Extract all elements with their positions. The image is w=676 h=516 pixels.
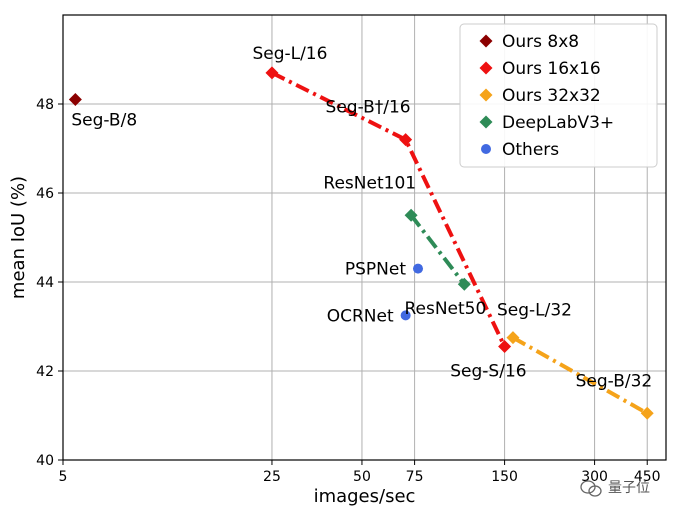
y-tick-label: 40 — [36, 453, 54, 469]
y-tick-label: 42 — [36, 364, 54, 380]
data-point — [413, 263, 424, 274]
x-tick-label: 300 — [581, 469, 608, 485]
point-label: Seg-B/32 — [576, 371, 653, 391]
x-tick-label: 50 — [353, 469, 371, 485]
x-tick-label: 5 — [59, 469, 68, 485]
point-label: Seg-S/16 — [450, 362, 526, 382]
x-tick-label: 75 — [406, 469, 424, 485]
x-tick-label: 25 — [263, 469, 281, 485]
x-axis-label: images/sec — [314, 486, 416, 507]
legend-marker — [479, 88, 493, 102]
plot-frame — [62, 14, 667, 461]
legend-entry: Ours 32x32 — [502, 86, 601, 106]
watermark-text: 量子位 — [608, 480, 650, 496]
point-label: ResNet50 — [404, 299, 486, 319]
legend-marker — [479, 61, 493, 75]
wechat-icon — [580, 480, 602, 497]
point-label: OCRNet — [327, 306, 394, 326]
legend: Ours 8x8 Ours 16x16 Ours 32x32 DeepLabV3+ Ot… — [459, 23, 658, 168]
legend-box — [459, 23, 658, 168]
legend-marker — [481, 144, 491, 154]
point-label: Seg-B/8 — [71, 111, 137, 131]
legend-entry: Ours 16x16 — [502, 59, 601, 79]
data-point — [404, 208, 418, 222]
data-point — [640, 406, 654, 420]
point-label: Seg-B†/16 — [326, 98, 411, 118]
data-point — [400, 310, 411, 321]
legend-entry: Ours 8x8 — [502, 32, 579, 52]
legend-marker — [479, 34, 493, 48]
point-label: PSPNet — [345, 260, 406, 280]
legend-entry: Others — [502, 140, 559, 160]
data-point — [68, 93, 82, 107]
series-line — [271, 71, 507, 348]
y-tick-label: 46 — [36, 186, 54, 202]
data-point — [457, 277, 471, 291]
axis-ticks: 5 25 50 75 150 300 450 40 42 44 46 48 — [36, 97, 660, 485]
x-tick-label: 450 — [634, 469, 661, 485]
legend-entry: DeepLabV3+ — [502, 113, 614, 133]
series-points — [68, 66, 654, 420]
legend-marker — [479, 115, 493, 129]
x-tick-label: 150 — [491, 469, 518, 485]
data-point — [506, 331, 520, 345]
point-labels: Seg-B/8 Seg-L/16 Seg-B†/16 Seg-S/16 Seg-L/32… — [71, 44, 652, 391]
point-label: Seg-L/16 — [252, 44, 327, 64]
y-axis-label: mean IoU (%) — [8, 176, 29, 299]
watermark: 量子位 — [580, 480, 650, 497]
data-point — [498, 340, 512, 354]
data-point — [399, 133, 413, 147]
y-tick-label: 44 — [36, 275, 54, 291]
point-label: ResNet101 — [323, 173, 416, 193]
point-label: Seg-L/32 — [497, 301, 572, 321]
series-lines — [271, 71, 649, 416]
series-line — [512, 335, 649, 416]
data-point — [265, 66, 279, 80]
y-tick-label: 48 — [36, 97, 54, 113]
